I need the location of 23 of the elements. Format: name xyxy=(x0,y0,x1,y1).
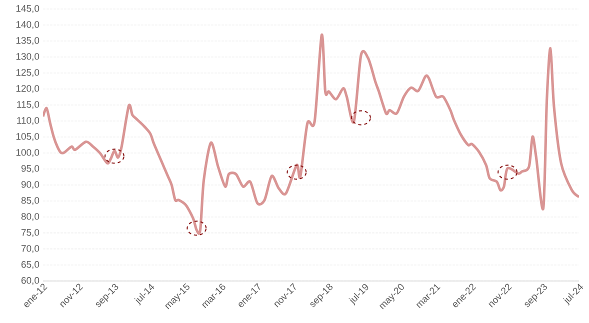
y-tick-label: 130,0 xyxy=(16,53,40,61)
y-tick-label: 65,0 xyxy=(21,261,40,269)
y-tick-label: 120,0 xyxy=(16,85,40,93)
y-tick-label: 125,0 xyxy=(16,69,40,77)
y-tick-label: 90,0 xyxy=(21,181,40,189)
y-tick-label: 135,0 xyxy=(16,37,40,45)
point xyxy=(286,164,307,180)
y-tick-label: 140,0 xyxy=(16,21,40,29)
y-tick-label: 105,0 xyxy=(16,133,40,141)
y-tick-label: 70,0 xyxy=(21,245,40,253)
point xyxy=(104,148,124,164)
y-tick-label: 100,0 xyxy=(16,149,40,157)
point xyxy=(351,110,372,126)
y-tick-label: 145,0 xyxy=(16,5,40,13)
y-tick-label: 75,0 xyxy=(21,229,40,237)
y-tick-label: 85,0 xyxy=(21,197,40,205)
y-tick-label: 115,0 xyxy=(17,101,40,109)
y-tick-label: 110,0 xyxy=(17,117,40,125)
point xyxy=(498,164,518,180)
y-tick-label: 80,0 xyxy=(21,213,40,221)
y-tick-label: 60,0 xyxy=(21,277,40,285)
y-tick-label: 95,0 xyxy=(21,165,40,173)
point xyxy=(186,220,207,236)
